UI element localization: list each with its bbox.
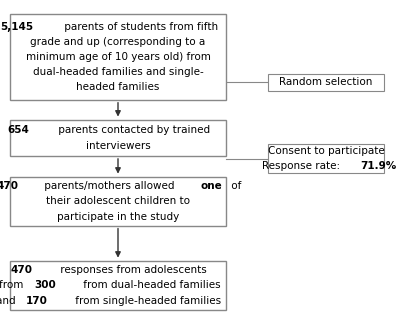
Bar	[10, 177, 226, 226]
Text: one: one	[201, 181, 223, 191]
Text: 300: 300	[34, 280, 56, 290]
Text: minimum age of 10 years old) from: minimum age of 10 years old) from	[26, 52, 210, 62]
Text: 654: 654	[7, 125, 29, 135]
Text: parents contacted by trained: parents contacted by trained	[54, 125, 210, 135]
Text: from: from	[0, 280, 27, 290]
Bar	[10, 120, 226, 156]
Text: Consent to participate: Consent to participate	[268, 146, 384, 156]
Text: interviewers: interviewers	[86, 140, 150, 151]
Text: and: and	[0, 295, 19, 306]
Text: of: of	[228, 181, 241, 191]
Text: Response rate:: Response rate:	[262, 161, 343, 171]
Text: headed families: headed families	[76, 82, 160, 93]
Text: 470: 470	[0, 181, 18, 191]
Bar	[268, 144, 384, 173]
Bar	[10, 14, 226, 100]
Bar	[10, 261, 226, 310]
Text: from dual-headed families: from dual-headed families	[80, 280, 220, 290]
Text: 5,145: 5,145	[0, 22, 33, 32]
Text: dual-headed families and single-: dual-headed families and single-	[33, 67, 203, 77]
Bar	[268, 74, 384, 91]
Text: from single-headed families: from single-headed families	[72, 295, 222, 306]
Text: grade and up (corresponding to a: grade and up (corresponding to a	[30, 37, 206, 47]
Text: 470: 470	[10, 265, 32, 275]
Text: responses from adolescents: responses from adolescents	[57, 265, 207, 275]
Text: Random selection: Random selection	[279, 77, 373, 87]
Text: 170: 170	[26, 295, 48, 306]
Text: 71.9%: 71.9%	[360, 161, 397, 171]
Text: their adolescent children to: their adolescent children to	[46, 196, 190, 206]
Text: parents/mothers allowed: parents/mothers allowed	[41, 181, 178, 191]
Text: participate in the study: participate in the study	[57, 211, 179, 222]
Text: parents of students from fifth: parents of students from fifth	[61, 22, 218, 32]
